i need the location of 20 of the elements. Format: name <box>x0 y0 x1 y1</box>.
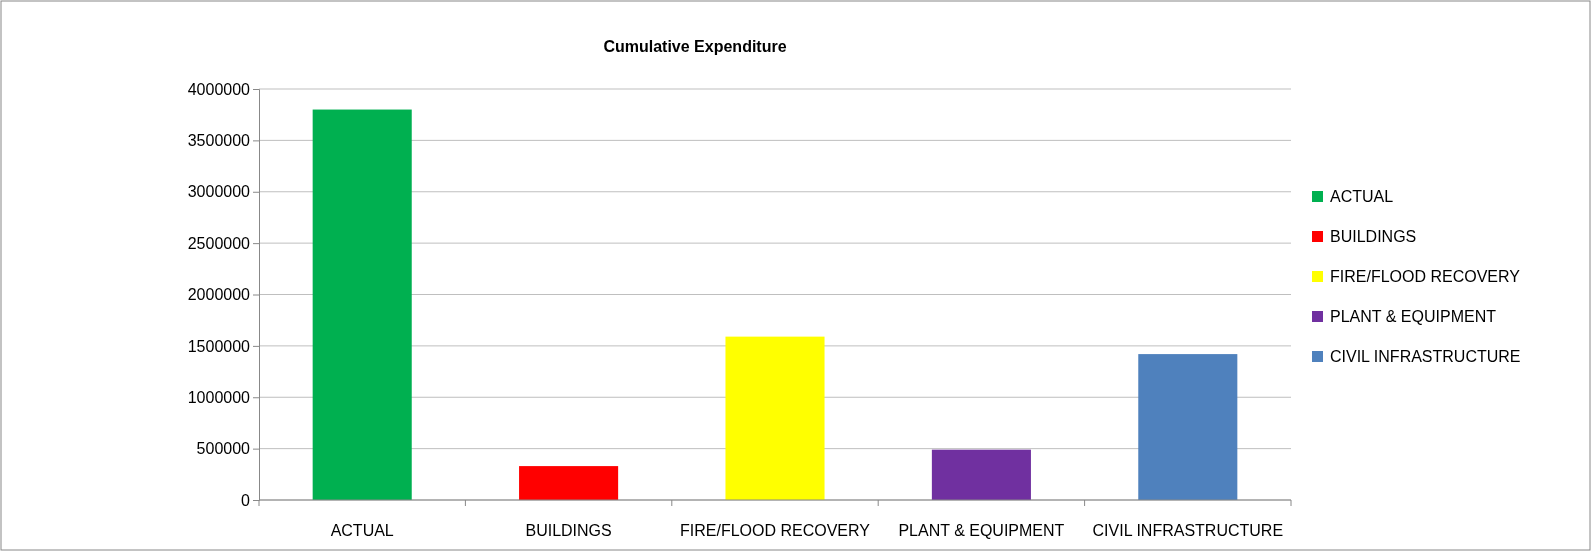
y-tick-label: 2500000 <box>187 234 251 252</box>
legend-label: FIRE/FLOOD RECOVERY <box>1330 268 1521 285</box>
y-tick-label: 500000 <box>196 440 251 458</box>
y-tick-label: 2000000 <box>187 286 251 304</box>
y-tick-label: 1500000 <box>187 337 251 355</box>
x-tick-label: ACTUAL <box>330 522 394 539</box>
y-tick-label: 3000000 <box>187 183 251 201</box>
legend-label: ACTUAL <box>1330 188 1394 205</box>
chart-title: Cumulative Expenditure <box>603 38 787 55</box>
legend-label: CIVIL INFRASTRUCTURE <box>1330 348 1521 365</box>
x-tick-label: PLANT & EQUIPMENT <box>898 522 1065 539</box>
legend-label: BUILDINGS <box>1330 228 1417 245</box>
x-tick-label: BUILDINGS <box>525 522 612 539</box>
y-tick-label: 0 <box>241 491 251 509</box>
x-tick-label: CIVIL INFRASTRUCTURE <box>1092 522 1284 539</box>
x-tick-label: FIRE/FLOOD RECOVERY <box>680 522 871 539</box>
y-tick-label: 3500000 <box>187 131 251 149</box>
y-tick-label: 4000000 <box>187 80 251 98</box>
legend-label: PLANT & EQUIPMENT <box>1330 308 1497 325</box>
y-tick-label: 1000000 <box>187 388 251 406</box>
